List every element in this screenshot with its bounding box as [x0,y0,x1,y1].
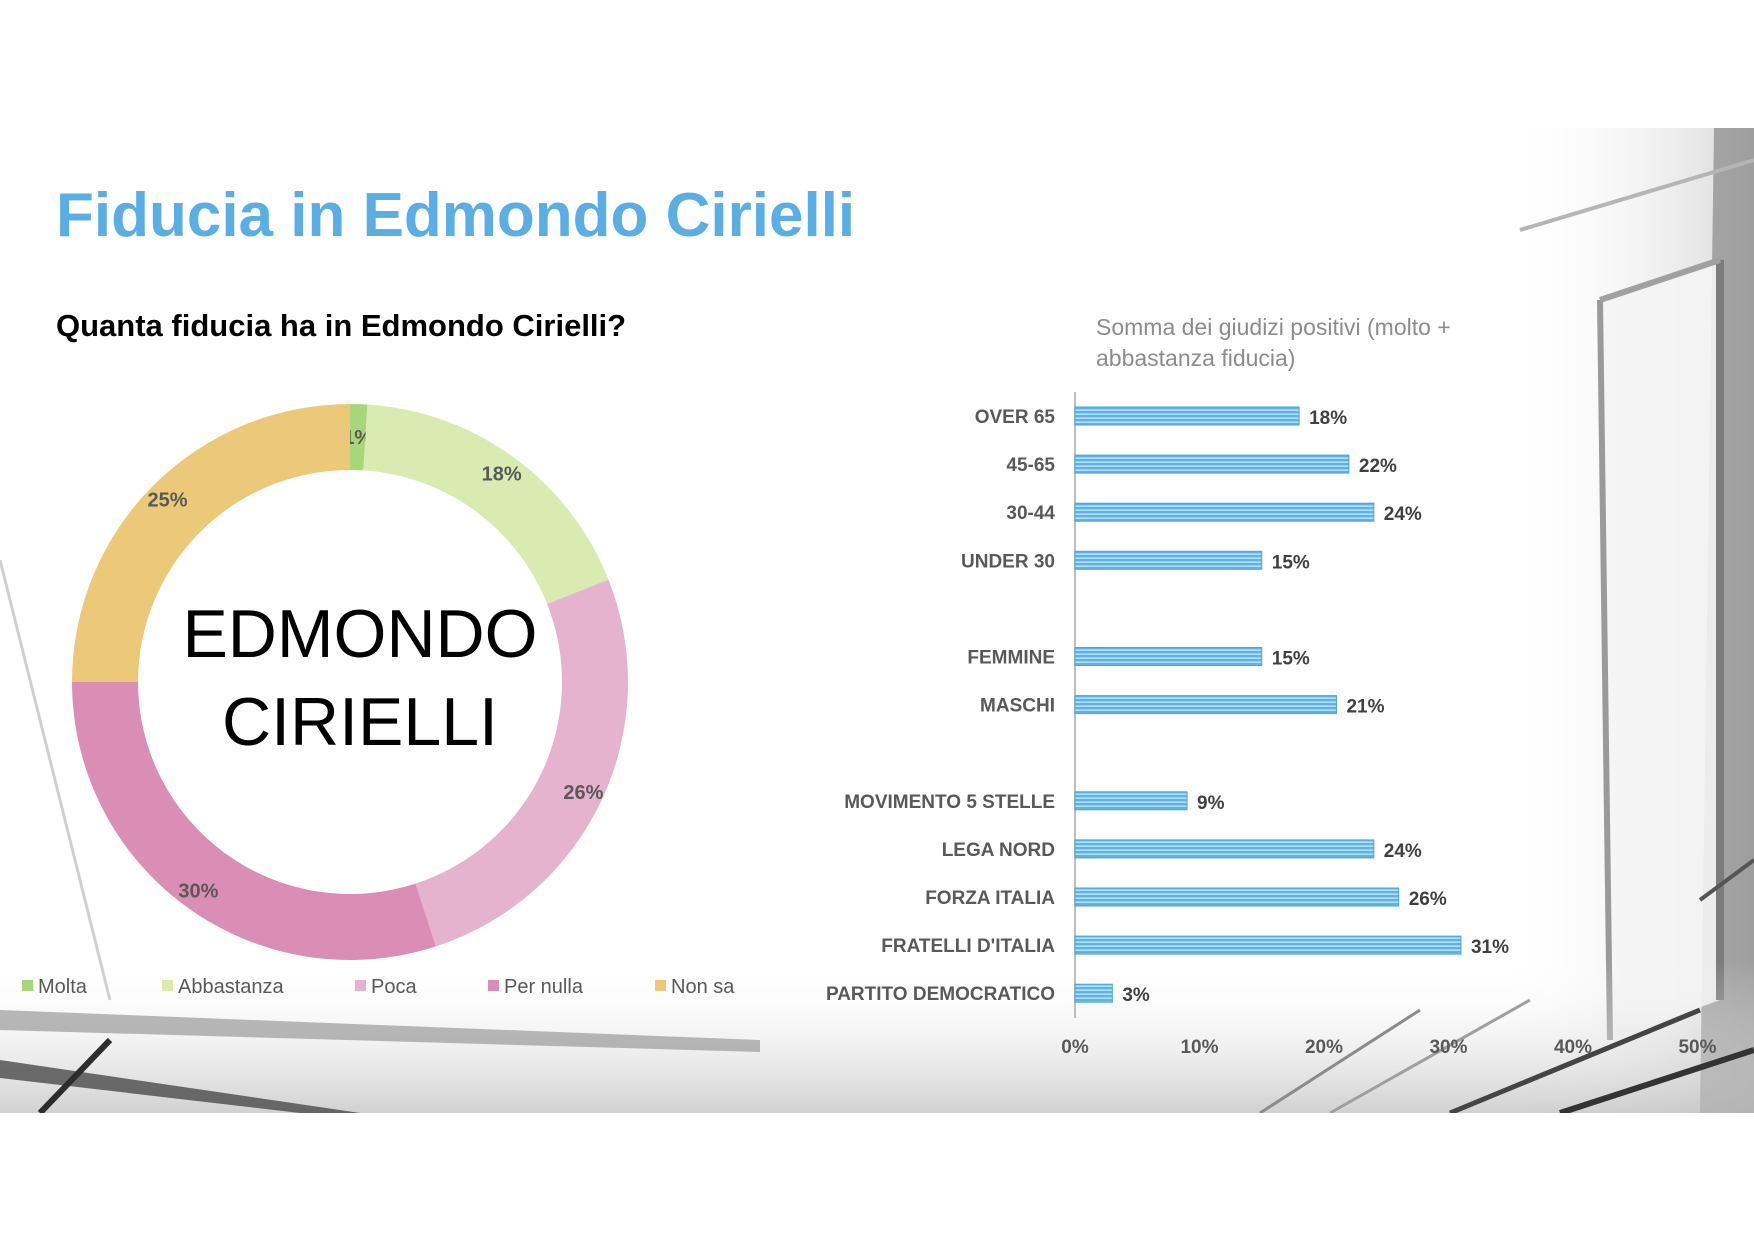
bar [1074,791,1188,811]
donut-center-line-1: EDMONDO [182,596,538,672]
x-tick-label: 40% [1554,1037,1592,1058]
donut-value-label: 25% [148,490,188,512]
x-tick-label: 0% [1061,1037,1089,1058]
bar-value-label: 9% [1197,793,1225,814]
donut-slice-abbastanza [363,404,609,604]
category-label: OVER 65 [975,407,1056,428]
donut-center-label: EDMONDO CIRIELLI [140,590,580,766]
donut-question: Quanta fiducia ha in Edmondo Cirielli? [56,308,627,343]
donut-slice-per-nulla [72,682,436,961]
bar-value-label: 26% [1409,889,1447,910]
legend-item-poca: Poca [355,975,417,999]
legend-item-abbastanza: Abbastanza [162,975,284,999]
donut-chart: 1%18%26%30%25% [72,404,628,961]
bar-value-label: 3% [1122,985,1150,1006]
legend-swatch [162,980,173,992]
category-label: 30-44 [1006,503,1055,524]
bar-chart: OVER 65 18% 45-65 22% 30-44 24% UNDER 30 15% FEM… [826,392,1717,1058]
bar [1074,550,1263,570]
category-label: FEMMINE [967,648,1055,669]
bar-value-label: 21% [1346,697,1384,718]
category-label: MASCHI [980,696,1055,717]
bar [1074,983,1113,1003]
x-tick-label: 50% [1678,1037,1716,1058]
x-tick-label: 20% [1305,1037,1343,1058]
donut-value-label: 18% [482,463,522,485]
category-label: MOVIMENTO 5 STELLE [844,792,1055,813]
bar [1074,454,1350,474]
donut-value-label: 30% [178,881,218,903]
legend-swatch [355,980,366,992]
legend-label: Per nulla [504,976,583,998]
bar-value-label: 24% [1384,841,1422,862]
legend-swatch [488,980,499,992]
bar-value-label: 24% [1384,504,1422,525]
bar-value-label: 31% [1471,937,1509,958]
legend-swatch [655,980,666,992]
bar-chart-title: Somma dei giudizi positivi (molto + abba… [1096,314,1451,371]
category-label: 45-65 [1006,455,1055,476]
bar [1074,695,1337,715]
bar [1074,647,1263,666]
bar [1074,502,1375,522]
legend-item-molta: Molta [22,975,87,999]
donut-legend: Molta Abbastanza Poca Per nulla Non sa [22,975,762,1005]
bar-value-label: 18% [1309,408,1347,429]
donut-center-line-2: CIRIELLI [222,684,498,760]
bar [1074,406,1300,426]
donut-value-label: 26% [563,782,603,804]
legend-label: Poca [371,976,417,998]
bar-value-label: 15% [1272,649,1310,670]
slide-title: Fiducia in Edmondo Cirielli [56,181,856,250]
bar-value-label: 22% [1359,456,1397,477]
legend-label: Non sa [671,976,735,998]
legend-item-per-nulla: Per nulla [488,975,583,999]
donut-slice-non-sa [72,404,350,682]
category-label: UNDER 30 [961,551,1055,572]
bar-value-label: 15% [1272,552,1310,573]
category-label: FORZA ITALIA [925,888,1055,909]
x-tick-label: 30% [1429,1037,1467,1058]
legend-item-non-sa: Non sa [655,975,734,999]
category-label: LEGA NORD [942,840,1055,861]
bar [1074,935,1462,955]
donut-slice-molta [350,404,368,471]
category-label: FRATELLI D'ITALIA [881,936,1055,957]
legend-label: Molta [38,976,87,998]
donut-slice-poca [415,579,628,947]
bar [1074,839,1375,859]
legend-swatch [22,980,33,992]
legend-label: Abbastanza [178,976,284,998]
category-label: PARTITO DEMOCRATICO [826,984,1055,1005]
x-tick-label: 10% [1180,1037,1218,1058]
bar [1074,887,1400,907]
